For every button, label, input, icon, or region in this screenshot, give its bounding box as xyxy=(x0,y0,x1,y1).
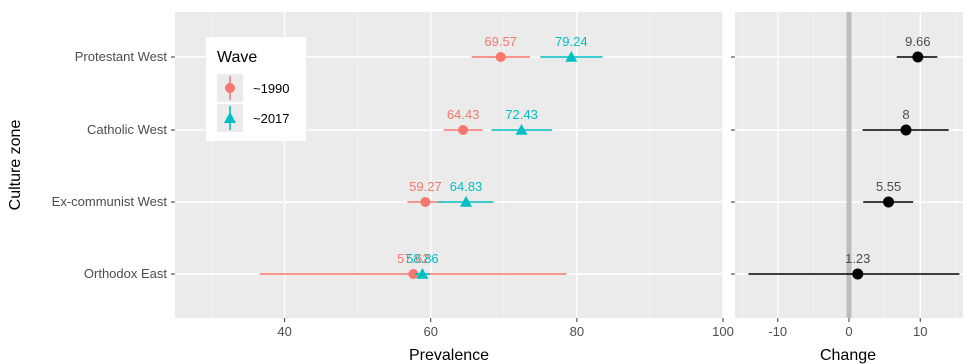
data-point xyxy=(458,125,469,135)
data-point xyxy=(912,51,924,63)
data-label: 5.55 xyxy=(876,179,901,194)
legend-keys xyxy=(224,76,236,130)
data-point xyxy=(408,269,419,279)
data-label: 69.57 xyxy=(484,34,517,49)
data-point-triangle xyxy=(565,51,578,62)
left-panel-marks: 69.57 64.43 59.27 57.62 79.24 72.43 64.83 58.86 xyxy=(259,34,603,279)
data-label: 57.62 xyxy=(397,251,430,266)
data-label: 8 xyxy=(902,107,909,122)
data-point xyxy=(900,124,912,136)
y-tick-label: Catholic West xyxy=(87,122,167,137)
y-axis-title: Culture zone xyxy=(7,120,24,211)
data-label: 58.86 xyxy=(406,251,439,266)
legend-title: Wave xyxy=(217,49,257,66)
x-tick-label-right: 10 xyxy=(913,324,927,339)
y-tick-label: Orthodox East xyxy=(84,266,167,281)
legend-label-1: ~1990 xyxy=(253,81,290,96)
x-tick-label-right: -10 xyxy=(768,324,787,339)
data-label: 64.83 xyxy=(450,179,483,194)
y-tick-label: Protestant West xyxy=(75,49,168,64)
legend: Wave ~1990 ~2017 xyxy=(206,37,306,141)
x-axis-title-left: Prevalence xyxy=(409,347,489,364)
right-panel-axes: -10 0 10 xyxy=(731,56,927,339)
data-label: 72.43 xyxy=(505,107,538,122)
x-axis-title-right: Change xyxy=(820,347,876,364)
data-label: 1.23 xyxy=(845,251,870,266)
legend-label-2: ~2017 xyxy=(253,111,290,126)
x-tick-label-left: 40 xyxy=(277,324,291,339)
x-tick-label-right: 0 xyxy=(845,324,852,339)
x-tick-label-left: 100 xyxy=(712,324,734,339)
data-label: 79.24 xyxy=(555,34,588,49)
data-point-triangle xyxy=(515,124,528,135)
data-point xyxy=(852,268,864,280)
data-point xyxy=(883,196,895,208)
data-point-triangle xyxy=(460,196,473,207)
data-point xyxy=(495,52,506,62)
right-panel-marks: 9.66 8 5.55 1.23 xyxy=(748,34,960,280)
data-label: 9.66 xyxy=(905,34,930,49)
legend-key-triangle xyxy=(224,112,236,123)
data-label: 59.27 xyxy=(409,179,442,194)
y-tick-label: Ex-communist West xyxy=(52,194,168,209)
data-point-triangle xyxy=(416,268,429,279)
legend-key-circle xyxy=(225,83,235,93)
data-label: 64.43 xyxy=(447,107,480,122)
left-panel-axes: 40 60 80 100 Protestant West Catholic West Ex-… xyxy=(52,49,734,339)
data-point xyxy=(420,197,431,207)
x-tick-label-left: 60 xyxy=(423,324,437,339)
x-tick-label-left: 80 xyxy=(570,324,584,339)
